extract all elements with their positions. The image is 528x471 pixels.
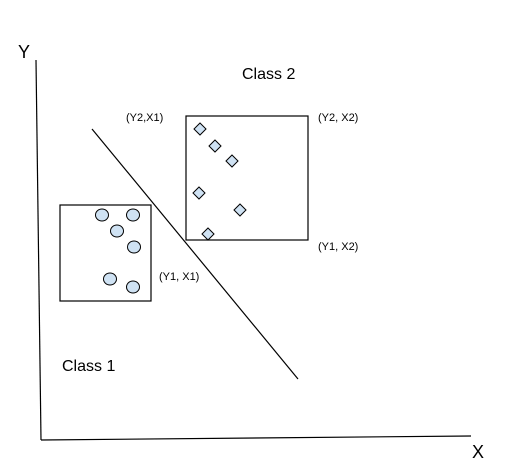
class2-diamond-marker	[208, 139, 222, 153]
y-axis	[35, 59, 42, 441]
class2-diamond-marker	[225, 154, 239, 168]
class2-diamond-marker	[193, 122, 207, 136]
corner-label-bottom-left: (Y1, X1)	[159, 271, 199, 283]
class1-circle-marker	[126, 208, 140, 222]
decision-boundary-line	[91, 128, 299, 380]
class2-diamond-marker	[233, 203, 247, 217]
class2-label: Class 2	[242, 66, 295, 83]
class1-box	[59, 204, 152, 302]
class1-circle-marker	[126, 280, 140, 294]
corner-label-bottom-right: (Y1, X2)	[318, 241, 358, 253]
y-axis-label: Y	[18, 42, 30, 62]
class2-points	[192, 122, 247, 241]
class2-diamond-marker	[192, 186, 206, 200]
class2-box	[185, 115, 309, 241]
class1-label: Class 1	[62, 358, 115, 375]
corner-label-top-left: (Y2,X1)	[126, 112, 163, 124]
x-axis	[40, 435, 472, 441]
corner-label-top-right: (Y2, X2)	[318, 112, 358, 124]
class1-circle-marker	[95, 208, 109, 222]
class2-diamond-marker	[201, 227, 215, 241]
class1-circle-marker	[110, 224, 124, 238]
class1-circle-marker	[103, 272, 117, 286]
class1-circle-marker	[127, 240, 141, 254]
class1-points	[95, 208, 141, 294]
x-axis-label: X	[472, 442, 484, 462]
